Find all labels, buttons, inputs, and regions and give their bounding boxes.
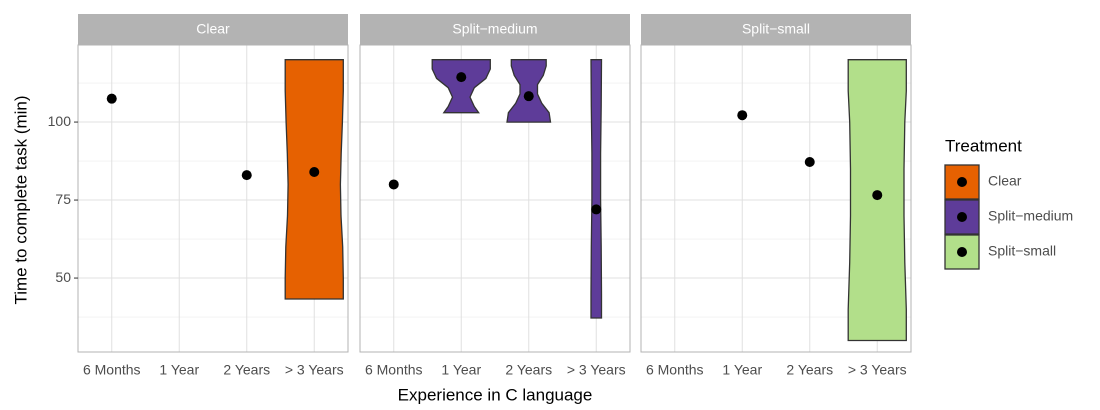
point [523, 91, 534, 102]
violin [506, 59, 552, 123]
legend-key [944, 234, 980, 270]
x-tick-label: 1 Year [441, 362, 481, 378]
y-tick-label: 50 [55, 269, 71, 285]
strip-background [360, 14, 630, 45]
y-axis-label: Time to complete task (min) [11, 95, 30, 304]
y-tick-label: 100 [48, 113, 72, 129]
point [309, 166, 320, 177]
strip-background [641, 14, 911, 45]
strip-background [78, 14, 348, 45]
point [241, 170, 252, 181]
y-tick-label: 75 [55, 191, 71, 207]
point [737, 110, 748, 121]
legend-point [957, 212, 967, 222]
point [591, 204, 602, 215]
legend-label: Clear [988, 173, 1022, 189]
x-tick-label: 2 Years [223, 362, 270, 378]
panel-border [77, 44, 349, 353]
x-tick-label: > 3 Years [567, 362, 626, 378]
strip-label: Split−small [742, 21, 810, 37]
point [804, 156, 815, 167]
strip-label: Split−medium [452, 21, 537, 37]
point [456, 72, 467, 83]
x-tick-label: 2 Years [786, 362, 833, 378]
violin [431, 59, 491, 114]
legend-title: Treatment [945, 136, 1022, 155]
x-tick-label: 2 Years [505, 362, 552, 378]
x-tick-label: > 3 Years [285, 362, 344, 378]
panel-border [640, 44, 912, 353]
legend-point [957, 177, 967, 187]
point [106, 93, 117, 104]
legend-label: Split−small [988, 243, 1056, 259]
x-axis-label: Experience in C language [398, 385, 593, 404]
x-tick-label: 1 Year [722, 362, 762, 378]
x-tick-label: > 3 Years [848, 362, 907, 378]
x-tick-label: 6 Months [646, 362, 704, 378]
violin [590, 59, 603, 319]
x-tick-label: 6 Months [365, 362, 423, 378]
point [388, 179, 399, 190]
panel-border [359, 44, 631, 353]
violin [847, 59, 907, 342]
legend-point [957, 247, 967, 257]
x-tick-label: 1 Year [159, 362, 199, 378]
legend-label: Split−medium [988, 208, 1073, 224]
violin [284, 59, 344, 300]
point [872, 190, 883, 201]
strip-label: Clear [196, 21, 230, 37]
x-tick-label: 6 Months [83, 362, 141, 378]
